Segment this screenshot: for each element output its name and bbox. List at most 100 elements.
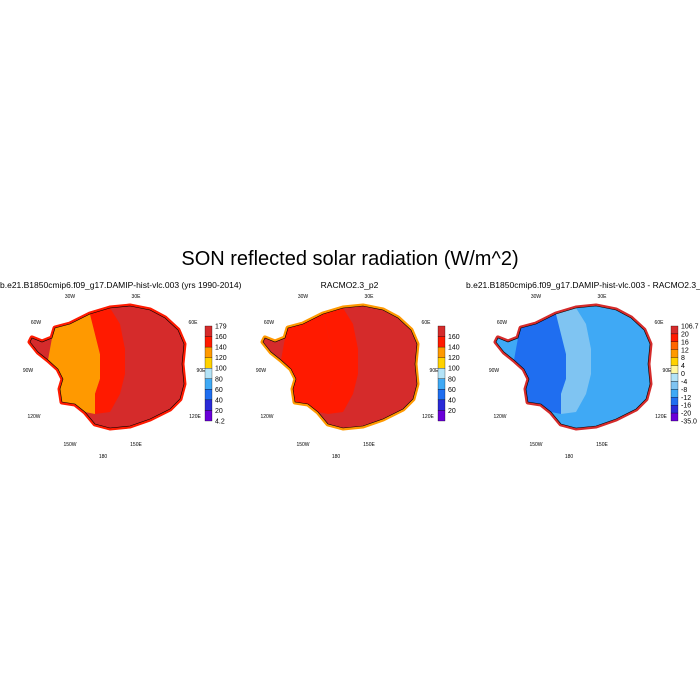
coastline bbox=[262, 305, 418, 429]
colorbar-label: -16 bbox=[681, 403, 691, 410]
colorbar-label: 60 bbox=[448, 387, 456, 394]
lon-label-bottom: 180 bbox=[99, 454, 108, 460]
colorbar-swatch bbox=[670, 412, 679, 422]
colorbar-label: 4 bbox=[681, 363, 685, 370]
colorbar-swatch bbox=[204, 336, 213, 348]
lon-label-bot-left: 150W bbox=[529, 442, 542, 448]
colorbar-swatch bbox=[204, 368, 213, 379]
lon-label-top-left: 30W bbox=[65, 294, 76, 300]
panel-title: b.e21.B1850cmip6.f09_g17.DAMIP-hist-vlc.… bbox=[0, 280, 242, 290]
lon-label-right-mid: 90E bbox=[197, 368, 207, 374]
colorbar-label: 12 bbox=[681, 347, 689, 354]
lon-label-top-right: 30E bbox=[365, 294, 375, 300]
lon-label-right-top: 60E bbox=[655, 320, 665, 326]
colorbar-label: 4.2 bbox=[215, 419, 225, 426]
colorbar-swatch bbox=[670, 333, 679, 342]
colorbar-swatch bbox=[670, 405, 679, 414]
colorbar-label: 100 bbox=[448, 366, 460, 373]
ice-sheet-west bbox=[281, 314, 333, 414]
colorbar-swatch bbox=[670, 341, 679, 350]
colorbar-label: -35.0 bbox=[681, 419, 697, 426]
lon-label-left-top: 60W bbox=[497, 320, 508, 326]
colorbar-swatch bbox=[437, 389, 446, 401]
colorbar-label: -12 bbox=[681, 395, 691, 402]
ice-sheet-central bbox=[556, 308, 591, 414]
colorbar-label: 80 bbox=[448, 376, 456, 383]
colorbar-label: -8 bbox=[681, 387, 687, 394]
colorbar-label: 0 bbox=[681, 371, 685, 378]
colorbar-swatch bbox=[437, 399, 446, 411]
colorbar-swatch bbox=[670, 373, 679, 382]
colorbar-swatch bbox=[204, 389, 213, 401]
lon-label-left-mid: 90W bbox=[23, 368, 34, 374]
map-panel-model: b.e21.B1850cmip6.f09_g17.DAMIP-hist-vlc.… bbox=[0, 280, 242, 470]
lon-label-bottom: 180 bbox=[565, 454, 574, 460]
colorbar-swatch bbox=[670, 389, 679, 398]
colorbar-swatch bbox=[670, 381, 679, 390]
map-panel-difference: b.e21.B1850cmip6.f09_g17.DAMIP-hist-vlc.… bbox=[466, 280, 700, 470]
lon-label-bot-left: 150W bbox=[63, 442, 76, 448]
colorbar-label: 120 bbox=[448, 355, 460, 362]
colorbar-swatch bbox=[437, 336, 446, 348]
colorbar-label: -20 bbox=[681, 411, 691, 418]
lon-label-right-mid: 90E bbox=[430, 368, 440, 374]
antarctica-map: 30W 30E 60W 90W 120W 60E 90E 120E 150W 150E 180 179… bbox=[23, 294, 227, 460]
lon-label-top-right: 30E bbox=[132, 294, 142, 300]
colorbar-swatch bbox=[204, 399, 213, 411]
colorbar-label: 80 bbox=[215, 376, 223, 383]
lon-label-right-bot: 120E bbox=[189, 414, 201, 420]
colorbar-swatch bbox=[437, 378, 446, 390]
lon-label-left-top: 60W bbox=[31, 320, 42, 326]
map-panel-racmo: RACMO2.3_p2 30W 30E 60W 90W 120W 60E 90E 120E 15… bbox=[233, 280, 466, 470]
colorbar-label: 20 bbox=[215, 408, 223, 415]
colorbar-label: 120 bbox=[215, 355, 227, 362]
lon-label-bottom: 180 bbox=[332, 454, 341, 460]
ice-sheet-west bbox=[48, 314, 100, 414]
colorbar-swatch bbox=[670, 397, 679, 406]
colorbar-label: 40 bbox=[215, 397, 223, 404]
lon-label-bot-left: 150W bbox=[296, 442, 309, 448]
colorbar-swatch bbox=[204, 325, 213, 337]
figure-title: SON reflected solar radiation (W/m^2) bbox=[181, 248, 519, 270]
lon-label-left-bot: 120W bbox=[493, 414, 506, 420]
colorbar-label: 20 bbox=[448, 408, 456, 415]
ice-sheet-central bbox=[90, 308, 125, 414]
colorbar-label: 140 bbox=[448, 345, 460, 352]
colorbar-label: 60 bbox=[215, 387, 223, 394]
colorbar-swatch bbox=[437, 368, 446, 379]
lon-label-left-bot: 120W bbox=[260, 414, 273, 420]
lon-label-left-bot: 120W bbox=[27, 414, 40, 420]
colorbar-label: 179 bbox=[215, 324, 227, 331]
colorbar-label: 160 bbox=[448, 334, 460, 341]
colorbar-swatch bbox=[670, 349, 679, 358]
lon-label-right-bot: 120E bbox=[655, 414, 667, 420]
lon-label-top-left: 30W bbox=[531, 294, 542, 300]
lon-label-right-top: 60E bbox=[422, 320, 432, 326]
colorbar-swatch bbox=[204, 346, 213, 358]
lon-label-left-top: 60W bbox=[264, 320, 275, 326]
colorbar-swatch bbox=[437, 346, 446, 358]
panel-title: b.e21.B1850cmip6.f09_g17.DAMIP-hist-vlc.… bbox=[466, 280, 700, 290]
colorbar-swatch bbox=[204, 378, 213, 390]
antarctica-map: 30W 30E 60W 90W 120W 60E 90E 120E 150W 150E 180 106… bbox=[489, 294, 699, 460]
ice-sheet-west bbox=[514, 314, 566, 414]
ice-sheet-central bbox=[323, 308, 358, 414]
colorbar-label: 16 bbox=[681, 339, 689, 346]
lon-label-right-bot: 120E bbox=[422, 414, 434, 420]
lon-label-left-mid: 90W bbox=[489, 368, 500, 374]
colorbar-label: 40 bbox=[448, 397, 456, 404]
lon-label-top-right: 30E bbox=[598, 294, 608, 300]
colorbar-swatch bbox=[204, 357, 213, 369]
lon-label-bot-right: 150E bbox=[363, 442, 375, 448]
colorbar-label: 140 bbox=[215, 345, 227, 352]
lon-label-bot-right: 150E bbox=[596, 442, 608, 448]
colorbar-swatch bbox=[437, 410, 446, 422]
coastline bbox=[495, 305, 651, 429]
colorbar-swatch bbox=[670, 357, 679, 366]
panel-title: RACMO2.3_p2 bbox=[320, 280, 379, 290]
antarctica-map: 30W 30E 60W 90W 120W 60E 90E 120E 150W 150E 180 160… bbox=[256, 294, 460, 460]
colorbar-label: 8 bbox=[681, 355, 685, 362]
lon-label-right-mid: 90E bbox=[663, 368, 673, 374]
colorbar-label: 106.7 bbox=[681, 324, 699, 331]
colorbar-label: 160 bbox=[215, 334, 227, 341]
